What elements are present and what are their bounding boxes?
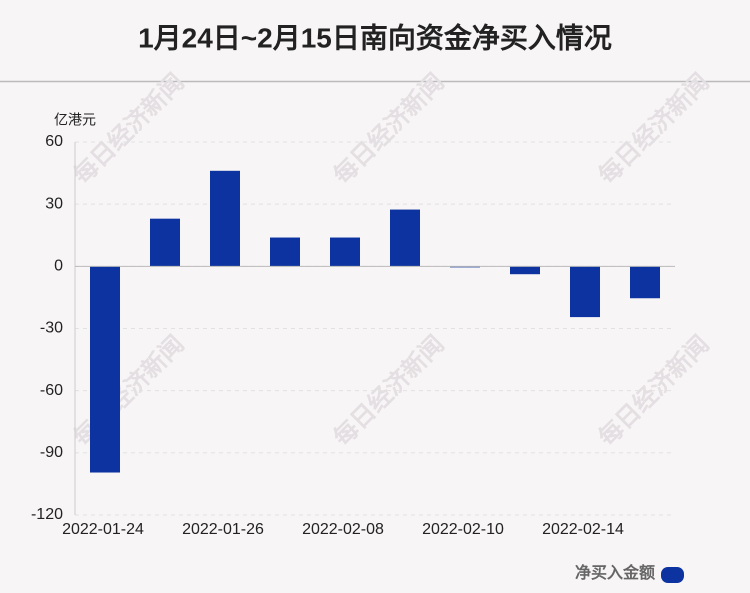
x-tick-label: 2022-02-14 (542, 521, 624, 538)
bar (150, 218, 180, 267)
bar (90, 266, 120, 473)
bar (270, 237, 300, 267)
chart-title: 1月24日~2月15日南向资金净买入情况 (138, 21, 612, 53)
x-tick-label: 2022-01-24 (62, 521, 144, 538)
x-tick-label: 2022-01-26 (182, 521, 264, 538)
y-tick-label: 30 (45, 195, 63, 212)
y-tick-label: 60 (45, 133, 63, 150)
y-tick-label: -30 (40, 320, 63, 337)
legend-label: 净买入金额 (575, 563, 655, 582)
x-tick-label: 2022-02-08 (302, 521, 384, 538)
bar (390, 209, 420, 267)
legend-swatch (661, 567, 684, 583)
bar (210, 170, 240, 267)
bar (630, 266, 660, 299)
bar (450, 266, 480, 268)
y-unit: 亿港元 (54, 112, 96, 128)
bar (510, 266, 540, 275)
y-tick-label: -90 (40, 444, 63, 461)
bar (330, 237, 360, 267)
y-tick-label: -60 (40, 382, 63, 399)
x-tick-label: 2022-02-10 (422, 521, 504, 538)
y-tick-label: -120 (31, 506, 63, 523)
bar (570, 266, 600, 318)
y-tick-label: 0 (54, 258, 63, 275)
